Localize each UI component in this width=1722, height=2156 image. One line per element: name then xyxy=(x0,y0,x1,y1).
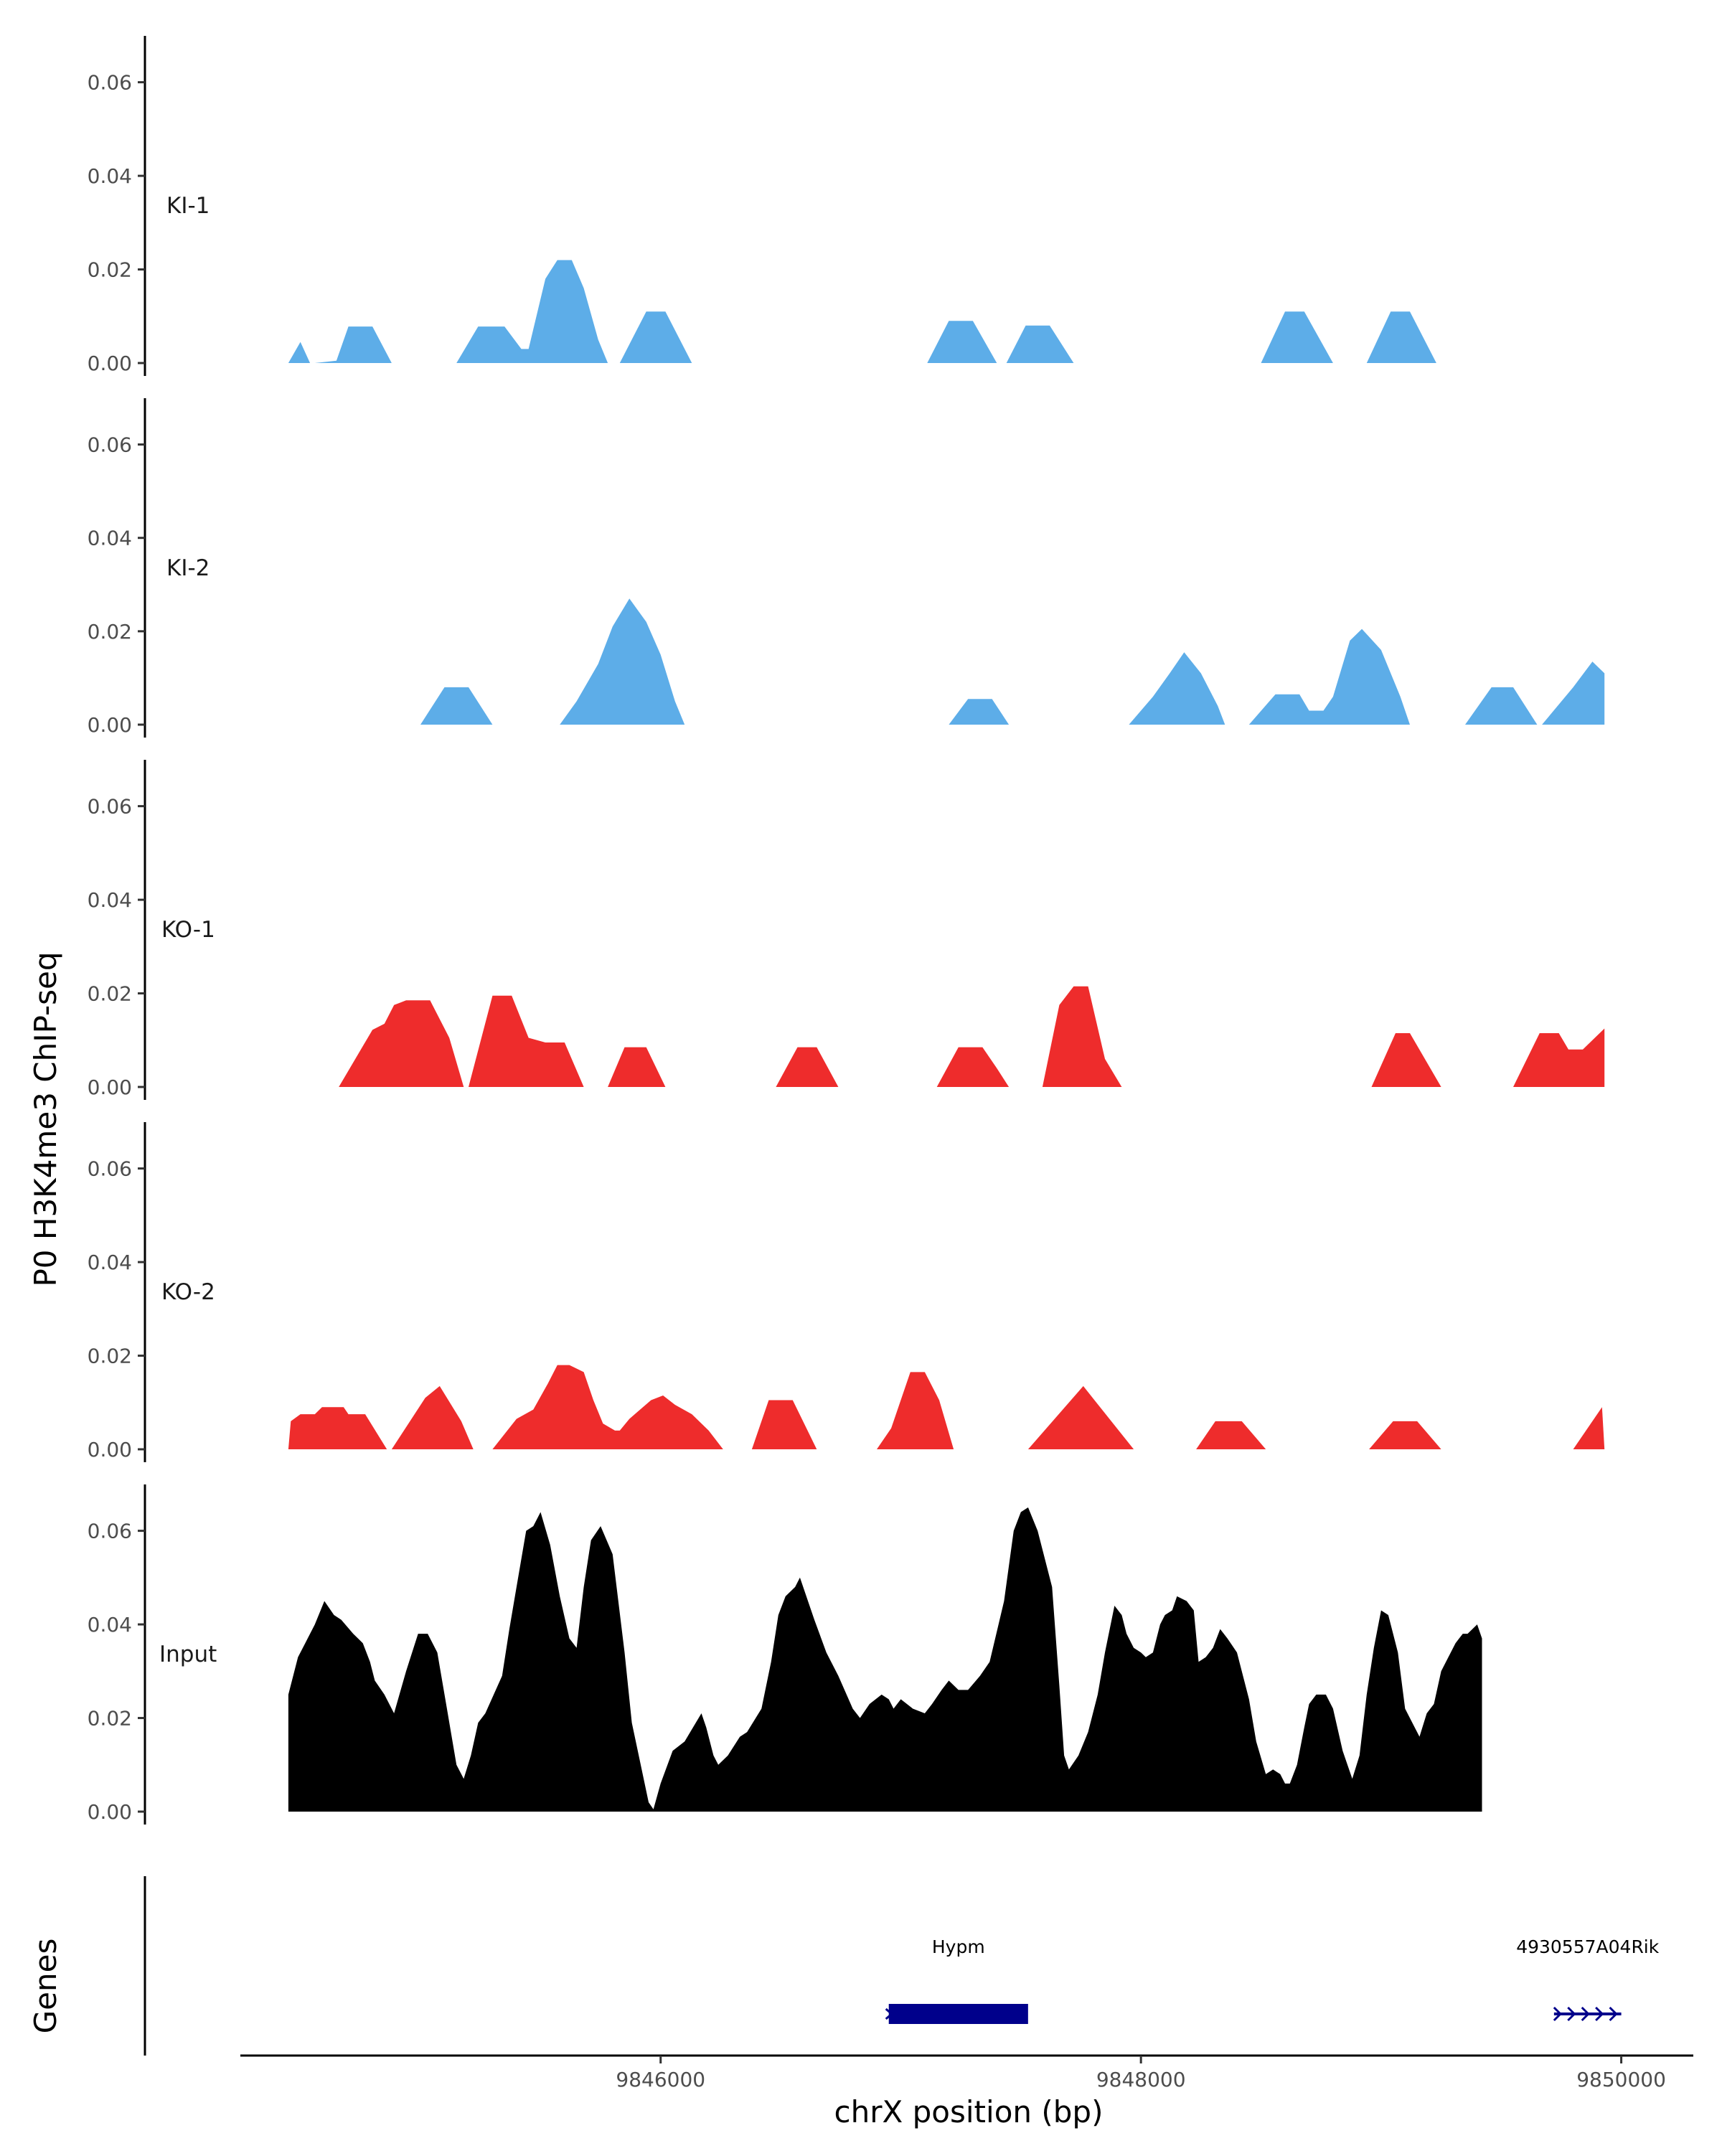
signal-peak xyxy=(1248,629,1410,725)
track-ko-1: 0.00 0.02 0.04 0.06 KO-1 xyxy=(88,760,1605,1100)
y-tick-label: 0.04 xyxy=(88,1251,132,1274)
signal-peak xyxy=(936,1047,1010,1087)
track-label: KO-2 xyxy=(161,1279,215,1305)
y-tick-label: 0.00 xyxy=(88,713,132,737)
y-tick-label: 0.06 xyxy=(88,71,132,95)
strand-arrow xyxy=(885,2007,893,2020)
y-tick-label: 0.04 xyxy=(88,527,132,550)
signal-peak xyxy=(288,1407,387,1449)
signal-peak xyxy=(776,1047,839,1087)
y-tick-label: 0.00 xyxy=(88,352,132,375)
signal-peak xyxy=(391,1385,474,1449)
strand-arrow xyxy=(1595,2006,1604,2022)
y-tick-label: 0.02 xyxy=(88,1345,132,1368)
signal-peak xyxy=(288,1507,1482,1812)
signal-peak xyxy=(1465,687,1538,725)
signal-peak xyxy=(619,311,692,363)
signal-peak xyxy=(1371,1033,1441,1087)
signal-peak xyxy=(1261,311,1333,363)
track-ki-2: 0.00 0.02 0.04 0.06 KI-2 xyxy=(88,398,1605,738)
signal-peak xyxy=(1513,1028,1605,1087)
y-tick-label: 0.06 xyxy=(88,1520,132,1543)
signal-peak xyxy=(469,995,584,1087)
signal-peak xyxy=(1369,1421,1441,1449)
y-tick-label: 0.02 xyxy=(88,258,132,282)
y-tick-label: 0.06 xyxy=(88,795,132,819)
signal-peak xyxy=(314,326,392,363)
signal-peak xyxy=(1573,1407,1605,1449)
signal-peak xyxy=(927,321,997,363)
signal-peak xyxy=(456,260,608,363)
signal-peak xyxy=(1006,325,1074,363)
gene-hypm: Hypm xyxy=(885,1936,1028,2024)
genes-axis-title: Genes xyxy=(28,1939,63,2034)
signal-peak xyxy=(751,1400,817,1449)
gene-body xyxy=(888,2004,1028,2024)
track-label: KI-2 xyxy=(166,555,210,581)
y-tick-label: 0.02 xyxy=(88,1707,132,1731)
y-tick-label: 0.00 xyxy=(88,1438,132,1461)
x-axis-title: chrX position (bp) xyxy=(834,2094,1104,2129)
signal-peak xyxy=(288,342,311,363)
signal-peak xyxy=(492,1365,723,1449)
y-tick-label: 0.02 xyxy=(88,982,132,1006)
genes-panel: Genes Hypm 4930557A04Rik xyxy=(28,1876,1660,2056)
signal-peak xyxy=(1542,662,1605,725)
x-tick-label: 9850000 xyxy=(1576,2068,1666,2091)
y-tick-label: 0.06 xyxy=(88,433,132,457)
gene-label: 4930557A04Rik xyxy=(1516,1936,1660,1957)
gene-4930557a04rik: 4930557A04Rik xyxy=(1516,1936,1660,2022)
signal-peak xyxy=(949,699,1010,725)
track-ki-1: 0.00 0.02 0.04 0.06 KI-1 xyxy=(88,36,1436,376)
y-tick-label: 0.04 xyxy=(88,164,132,188)
strand-arrow xyxy=(1553,2006,1562,2022)
y-tick-label: 0.02 xyxy=(88,620,132,644)
x-axis: 9846000 9848000 9850000 xyxy=(240,2054,1693,2091)
x-tick-label: 9846000 xyxy=(616,2068,705,2091)
signal-peak xyxy=(877,1372,954,1449)
strand-arrow xyxy=(1567,2006,1576,2022)
strand-arrow xyxy=(1581,2006,1590,2022)
gene-label: Hypm xyxy=(932,1936,985,1957)
tracks-layer: 0.00 0.02 0.04 0.06 KI-1 0.00 0.02 0.04 0.06 KI-2… xyxy=(88,36,1605,1825)
strand-arrow xyxy=(1609,2006,1618,2022)
track-label: KO-1 xyxy=(161,917,215,943)
x-tick-label: 9848000 xyxy=(1096,2068,1186,2091)
signal-peak xyxy=(1196,1421,1266,1449)
y-tick-label: 0.00 xyxy=(88,1800,132,1824)
track-label: Input xyxy=(159,1642,217,1667)
track-label: KI-1 xyxy=(166,193,210,219)
signal-peak xyxy=(1366,311,1436,363)
y-tick-label: 0.06 xyxy=(88,1157,132,1181)
signal-peak xyxy=(608,1047,666,1087)
y-axis-title: P0 H3K4me3 ChIP-seq xyxy=(28,951,63,1286)
signal-peak xyxy=(1042,986,1122,1087)
y-tick-label: 0.04 xyxy=(88,888,132,912)
y-tick-label: 0.04 xyxy=(88,1613,132,1637)
track-ko-2: 0.00 0.02 0.04 0.06 KO-2 xyxy=(88,1122,1605,1462)
signal-peak xyxy=(339,1000,464,1087)
signal-peak xyxy=(420,687,493,725)
signal-peak xyxy=(560,598,685,725)
y-tick-label: 0.00 xyxy=(88,1075,132,1099)
signal-peak xyxy=(1129,652,1225,725)
signal-peak xyxy=(1027,1385,1134,1449)
track-input: 0.00 0.02 0.04 0.06 Input xyxy=(88,1484,1482,1825)
